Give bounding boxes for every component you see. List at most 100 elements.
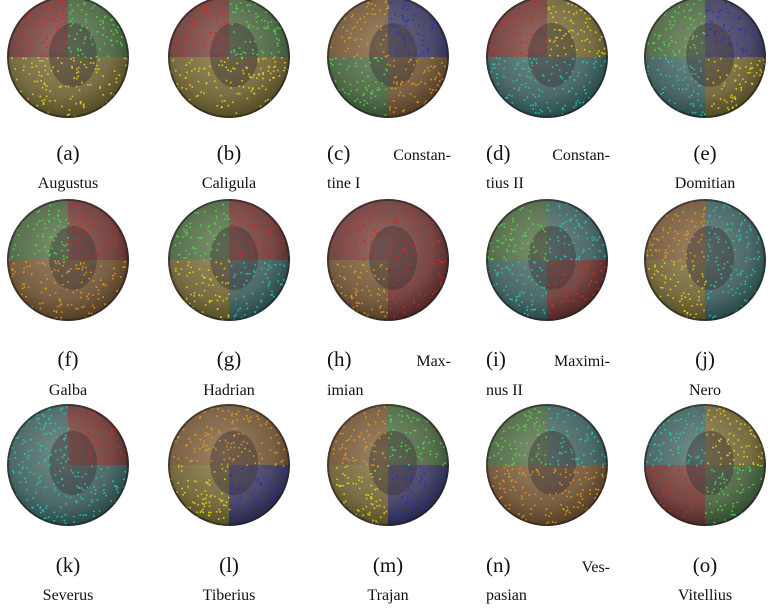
keypoint (563, 441, 565, 443)
keypoint (239, 251, 241, 253)
keypoint (105, 443, 107, 445)
keypoint (596, 493, 598, 495)
keypoint (265, 257, 267, 259)
keypoint (56, 311, 58, 313)
keypoint (747, 236, 749, 238)
keypoint (189, 227, 191, 229)
keypoint (564, 105, 566, 107)
keypoint (556, 64, 558, 66)
keypoint (510, 233, 512, 235)
keypoint (93, 62, 95, 64)
keypoint (704, 489, 706, 491)
keypoint (40, 506, 42, 508)
keypoint (431, 259, 433, 261)
keypoint (730, 274, 732, 276)
keypoint (221, 106, 223, 108)
keypoint (206, 449, 208, 451)
keypoint (568, 3, 570, 5)
keypoint (497, 265, 499, 267)
keypoint (366, 286, 368, 288)
keypoint (413, 315, 415, 317)
keypoint (503, 290, 505, 292)
keypoint (414, 502, 416, 504)
keypoint (684, 71, 686, 73)
keypoint (690, 252, 692, 254)
keypoint (506, 23, 508, 25)
keypoint (689, 274, 691, 276)
keypoint (690, 19, 692, 21)
keypoint (83, 232, 85, 234)
keypoint (589, 82, 591, 84)
keypoint (216, 276, 218, 278)
keypoint (268, 285, 270, 287)
keypoint (259, 453, 261, 455)
keypoint (353, 460, 355, 462)
keypoint (256, 54, 258, 56)
keypoint (731, 229, 733, 231)
keypoint (528, 217, 530, 219)
keypoint (722, 473, 724, 475)
keypoint (203, 9, 205, 11)
keypoint (689, 66, 691, 68)
keypoint (38, 423, 40, 425)
keypoint (734, 450, 736, 452)
keypoint (710, 28, 712, 30)
keypoint (535, 105, 537, 107)
keypoint (727, 495, 729, 497)
keypoint (395, 31, 397, 33)
keypoint (220, 95, 222, 97)
keypoint (700, 105, 702, 107)
keypoint (683, 459, 685, 461)
keypoint (568, 11, 570, 13)
keypoint (38, 7, 40, 9)
keypoint (56, 516, 58, 518)
keypoint (743, 456, 745, 458)
keypoint (509, 444, 511, 446)
keypoint (238, 456, 240, 458)
keypoint (365, 21, 367, 23)
keypoint (575, 105, 577, 107)
keypoint (256, 415, 258, 417)
keypoint (48, 255, 50, 257)
keypoint (254, 41, 256, 43)
keypoint (232, 413, 234, 415)
keypoint (97, 441, 99, 443)
keypoint (70, 231, 72, 233)
keypoint (521, 302, 523, 304)
keypoint (378, 288, 380, 290)
keypoint (412, 19, 414, 21)
keypoint (743, 489, 745, 491)
keypoint (439, 80, 441, 82)
keypoint (388, 293, 390, 295)
keypoint (216, 250, 218, 252)
keypoint (415, 15, 417, 17)
keypoint (390, 456, 392, 458)
keypoint (113, 24, 115, 26)
keypoint (742, 270, 744, 272)
keypoint (696, 465, 698, 467)
keypoint (50, 90, 52, 92)
keypoint (573, 107, 575, 109)
keypoint (384, 255, 386, 257)
keypoint (93, 486, 95, 488)
keypoint (562, 492, 564, 494)
keypoint (243, 52, 245, 54)
keypoint (222, 204, 224, 206)
keypoint (752, 462, 754, 464)
keypoint (664, 262, 666, 264)
keypoint (491, 71, 493, 73)
keypoint (727, 292, 729, 294)
keypoint (571, 88, 573, 90)
keypoint (241, 509, 243, 511)
keypoint (677, 281, 679, 283)
keypoint (546, 242, 548, 244)
keypoint (182, 494, 184, 496)
keypoint (39, 210, 41, 212)
keypoint (751, 55, 753, 57)
keypoint (206, 426, 208, 428)
keypoint (254, 226, 256, 228)
keypoint (523, 60, 525, 62)
keypoint (386, 312, 388, 314)
keypoint (574, 470, 576, 472)
keypoint (77, 48, 79, 50)
